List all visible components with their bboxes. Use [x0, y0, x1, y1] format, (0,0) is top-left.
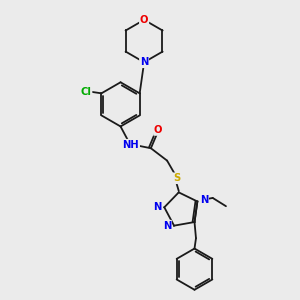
Text: NH: NH [122, 140, 139, 150]
Text: O: O [154, 125, 163, 135]
Text: N: N [200, 195, 208, 205]
Text: S: S [173, 173, 180, 183]
Text: O: O [140, 15, 148, 25]
Text: N: N [153, 202, 161, 212]
Text: Cl: Cl [81, 87, 92, 97]
Text: N: N [163, 221, 171, 231]
Text: N: N [140, 57, 148, 67]
